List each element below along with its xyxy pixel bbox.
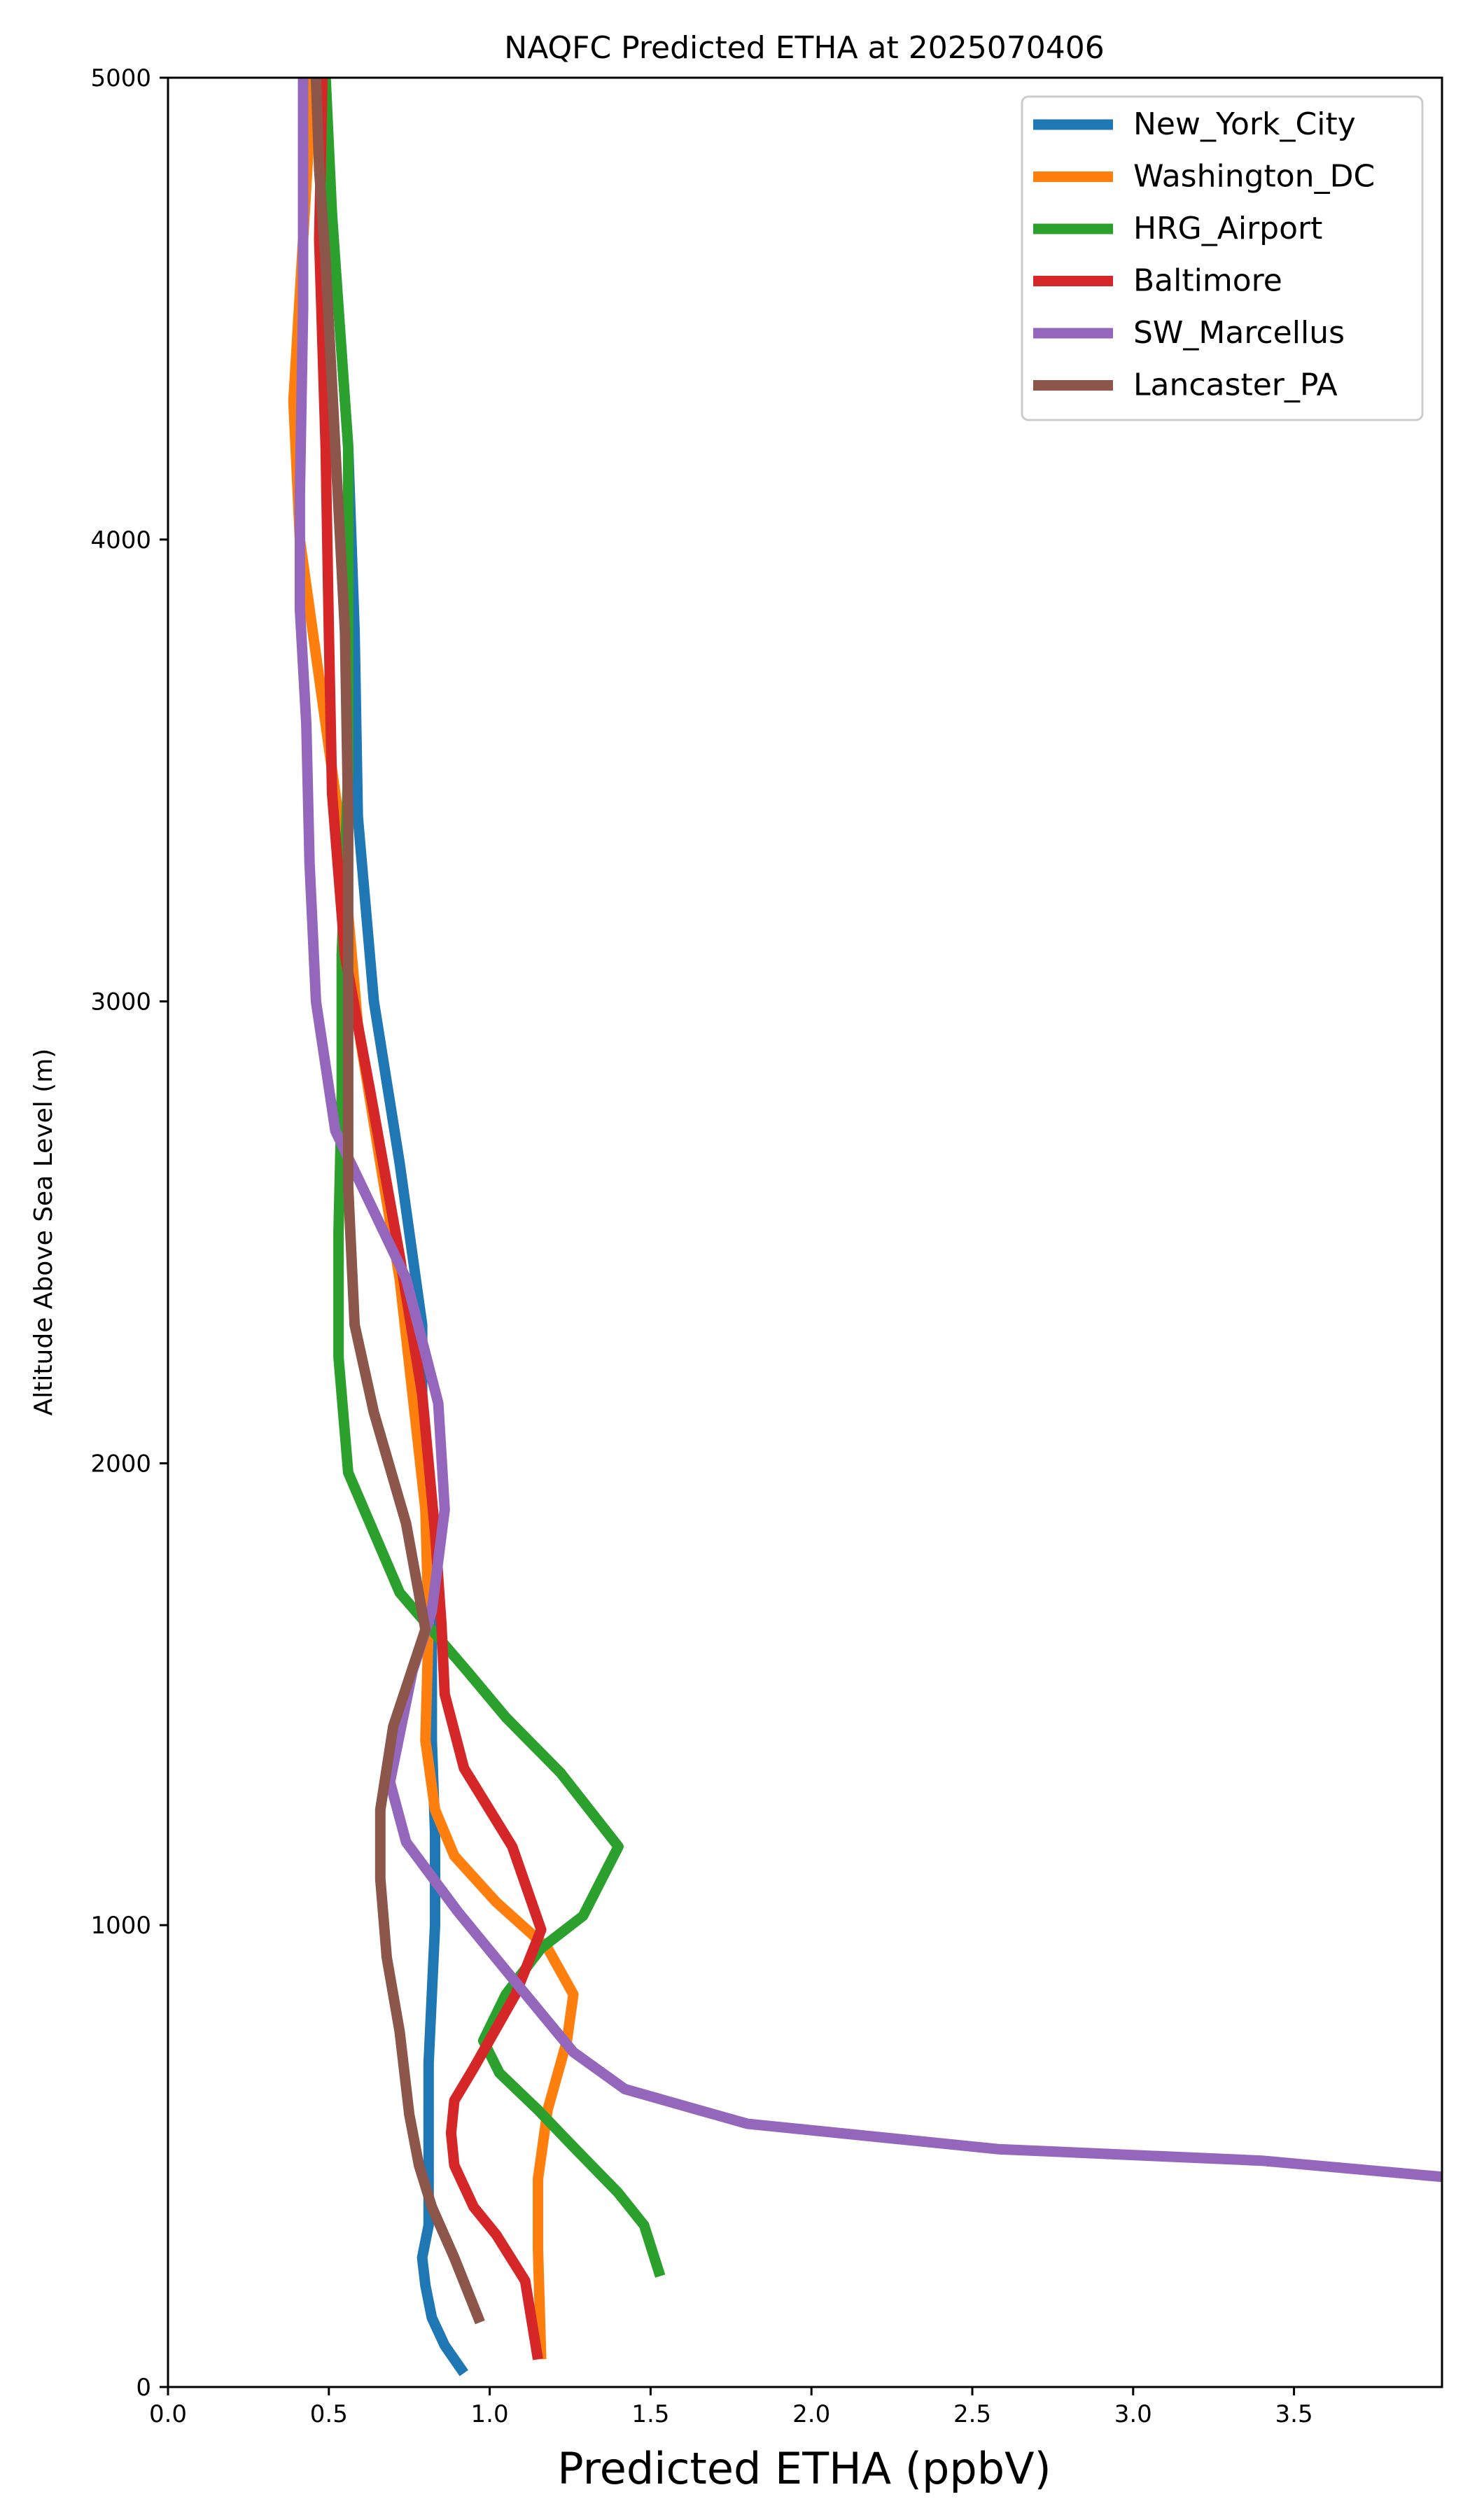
- x-axis-ticks: 0.0 0.5 1.0 1.5 2.0 2.5 3.0 3.5: [149, 2387, 1313, 2428]
- y-tick-label: 1000: [90, 1912, 151, 1940]
- legend-label: Baltimore: [1133, 263, 1282, 299]
- x-tick-label: 0.5: [310, 2400, 348, 2428]
- y-tick-label: 0: [136, 2374, 151, 2402]
- y-axis-label: Altitude Above Sea Level (m): [29, 1049, 58, 1416]
- x-tick-label: 3.5: [1275, 2400, 1313, 2428]
- legend-label: HRG_Airport: [1133, 211, 1322, 246]
- chart-title: NAQFC Predicted ETHA at 2025070406: [504, 30, 1104, 66]
- series-line-baltimore: [314, 78, 547, 2360]
- series-line-sw-marcellus: [294, 78, 1442, 2183]
- y-axis-ticks: 0 1000 2000 3000 4000 5000: [90, 64, 168, 2402]
- x-tick-label: 0.0: [149, 2400, 187, 2428]
- y-tick-label: 3000: [90, 988, 151, 1016]
- x-tick-label: 1.5: [631, 2400, 669, 2428]
- y-tick-label: 4000: [90, 526, 151, 554]
- plot-frame: [167, 76, 1443, 2388]
- x-tick-label: 2.5: [953, 2400, 991, 2428]
- series-line-lancaster-pa: [310, 78, 485, 2325]
- legend-label: Lancaster_PA: [1133, 368, 1338, 403]
- legend-label: Washington_DC: [1133, 159, 1375, 195]
- legend: New_York_City Washington_DC HRG_Airport Bal…: [1021, 95, 1424, 421]
- x-tick-label: 1.0: [471, 2400, 509, 2428]
- legend-label: SW_Marcellus: [1133, 315, 1345, 351]
- legend-label: New_York_City: [1133, 106, 1356, 142]
- legend-box: [1021, 95, 1424, 421]
- x-axis-label: Predicted ETHA (ppbV): [557, 2443, 1051, 2494]
- series-layer: [288, 78, 1442, 2376]
- y-tick-label: 2000: [90, 1450, 151, 1478]
- x-tick-label: 3.0: [1114, 2400, 1152, 2428]
- y-tick-label: 5000: [90, 64, 151, 92]
- x-tick-label: 2.0: [792, 2400, 830, 2428]
